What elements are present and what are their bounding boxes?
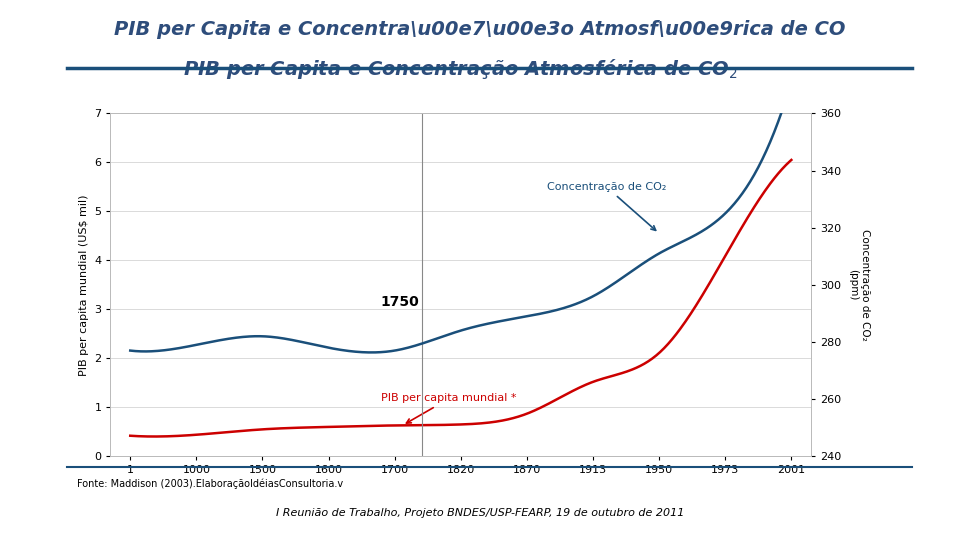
Text: Concentração de CO₂: Concentração de CO₂ — [547, 182, 666, 231]
Text: PIB per capita mundial *: PIB per capita mundial * — [381, 394, 517, 423]
Text: Fonte: Maddison (2003).ElaboraçãoIdéiasConsultoria.v: Fonte: Maddison (2003).ElaboraçãoIdéiasC… — [77, 478, 343, 489]
Title: PIB per Capita e Concentração Atmosférica de CO$_2$: PIB per Capita e Concentração Atmosféric… — [183, 57, 738, 80]
Y-axis label: PIB per capita mundial (US$ mil): PIB per capita mundial (US$ mil) — [79, 194, 88, 376]
Text: 1750: 1750 — [380, 295, 419, 309]
Text: PIB per Capita e Concentra\u00e7\u00e3o Atmosf\u00e9rica de CO: PIB per Capita e Concentra\u00e7\u00e3o … — [114, 20, 846, 39]
Y-axis label: Concentração de CO₂
(ppm): Concentração de CO₂ (ppm) — [849, 229, 870, 341]
Text: I Reunião de Trabalho, Projeto BNDES/USP-FEARP, 19 de outubro de 2011: I Reunião de Trabalho, Projeto BNDES/USP… — [276, 508, 684, 518]
